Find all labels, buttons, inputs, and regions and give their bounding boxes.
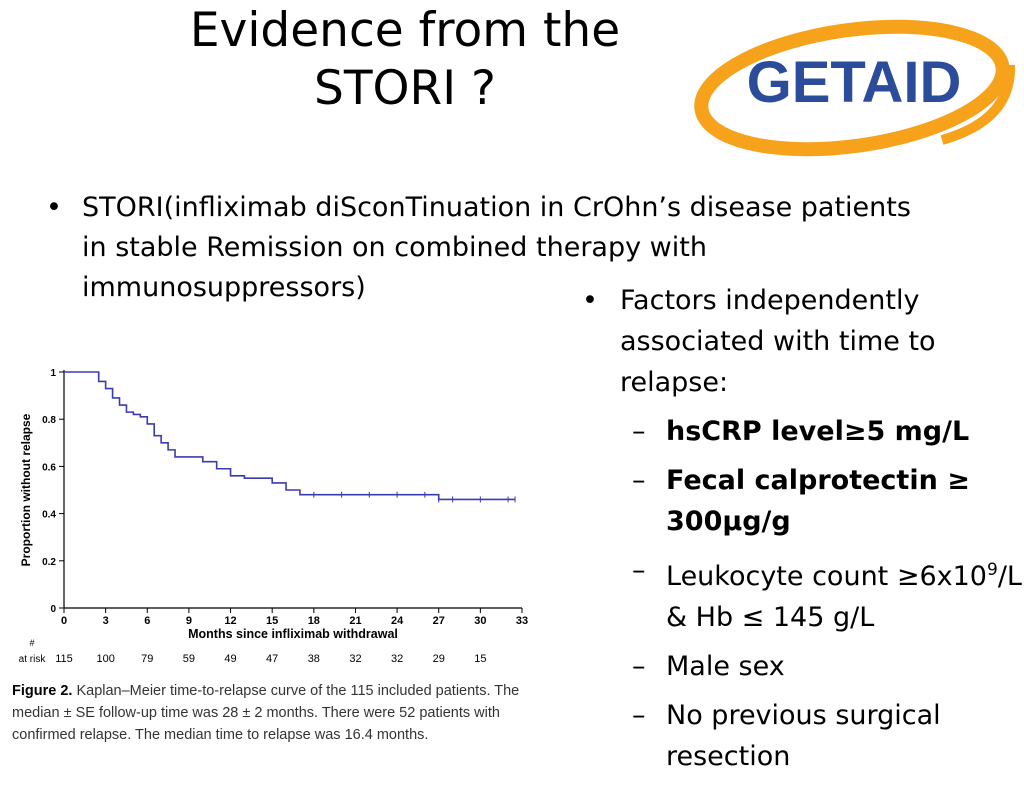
x-tick-label: 21 xyxy=(349,615,361,627)
bullet-glyph: • xyxy=(582,285,598,316)
at-risk-value: 49 xyxy=(224,653,236,665)
figure-caption: Figure 2. Kaplan–Meier time-to-relapse c… xyxy=(12,680,552,746)
intro-text: STORI(infliximab diSconTinuation in CrOh… xyxy=(82,192,911,303)
y-tick-label: 0.8 xyxy=(42,415,56,426)
y-tick-label: 0.4 xyxy=(42,510,56,521)
at-risk-value: 32 xyxy=(349,653,361,665)
at-risk-value: 15 xyxy=(474,653,486,665)
dash-glyph: – xyxy=(632,465,646,496)
factor-text-a: Leukocyte count ≥6x10 xyxy=(666,561,987,592)
caption-text: Kaplan–Meier time-to-relapse curve of th… xyxy=(12,683,520,743)
bullet-glyph: • xyxy=(46,192,62,223)
y-axis-label: Proportion without relapse xyxy=(19,413,33,566)
logo-swoosh xyxy=(940,64,1016,145)
x-tick-label: 30 xyxy=(474,615,486,627)
at-risk-value: 29 xyxy=(433,653,445,665)
factor-text: hsCRP level≥5 mg/L xyxy=(666,416,970,447)
x-tick-label: 24 xyxy=(391,615,404,627)
title-line-1: Evidence from the xyxy=(189,3,621,58)
factor-superscript: 9 xyxy=(986,560,998,580)
km-curve-series-0 xyxy=(64,371,516,501)
dash-glyph: – xyxy=(632,555,646,586)
factors-header: Factors independently associated with ti… xyxy=(620,285,936,398)
dash-glyph: – xyxy=(632,700,646,731)
factor-text: Male sex xyxy=(666,651,785,682)
factor-text: Fecal calprotectin ≥ 300µg/g xyxy=(666,465,970,537)
factor-text: Leukocyte count ≥6x109/L & Hb ≤ 145 g/L xyxy=(666,560,1022,633)
y-tick-label: 0.2 xyxy=(42,557,56,568)
dash-glyph: – xyxy=(632,651,646,682)
x-tick-label: 9 xyxy=(186,615,192,627)
x-tick-label: 12 xyxy=(224,615,236,627)
y-tick-label: 0.6 xyxy=(42,462,56,473)
x-tick-label: 18 xyxy=(308,615,320,627)
at-risk-label: at risk xyxy=(19,654,47,665)
factor-text: No previous surgical resection xyxy=(666,700,941,772)
caption-label: Figure 2. xyxy=(12,683,73,699)
factor-item-calprotectin: – Fecal calprotectin ≥ 300µg/g xyxy=(632,460,1022,542)
at-risk-value: 47 xyxy=(266,653,278,665)
slide-title: Evidence from the STORI ? xyxy=(140,2,670,118)
factor-text-b: /L & Hb ≤ 145 g/L xyxy=(666,561,1022,633)
at-risk-value: 115 xyxy=(55,653,73,665)
dash-glyph: – xyxy=(632,416,646,447)
x-tick-label: 27 xyxy=(433,615,445,627)
x-tick-label: 15 xyxy=(266,615,278,627)
at-risk-value: 59 xyxy=(183,653,195,665)
logo-text: GETAID xyxy=(747,50,962,115)
title-line-2: STORI ? xyxy=(314,61,496,116)
y-tick-label: 0 xyxy=(50,604,56,615)
y-tick-label: 1 xyxy=(50,368,56,379)
at-risk-value: 100 xyxy=(96,653,114,665)
factor-item-hscrp: – hsCRP level≥5 mg/L xyxy=(632,411,1022,452)
factor-item-surgical-resection: – No previous surgical resection xyxy=(632,695,1022,777)
x-tick-label: 33 xyxy=(516,615,528,627)
x-tick-label: 0 xyxy=(61,615,67,627)
logo-ring-outer xyxy=(694,19,1010,157)
at-risk-value: 38 xyxy=(308,653,320,665)
factor-item-male-sex: – Male sex xyxy=(632,646,1022,687)
getaid-logo: GETAID xyxy=(694,19,1016,157)
x-axis-label: Months since infliximab withdrawal xyxy=(188,627,398,641)
at-risk-value: 32 xyxy=(391,653,403,665)
at-risk-header-symbol: # xyxy=(29,638,34,648)
at-risk-value: 79 xyxy=(141,653,153,665)
kaplan-meier-chart: 0 0.2 0.4 0.6 0.8 1 0 3 6 9 12 15 18 21 24 27 30 33 Months… xyxy=(19,368,528,665)
x-tick-label: 6 xyxy=(144,615,150,627)
factor-item-leukocyte: – Leukocyte count ≥6x109/L & Hb ≤ 145 g/… xyxy=(632,550,1022,638)
x-tick-label: 3 xyxy=(103,615,109,627)
